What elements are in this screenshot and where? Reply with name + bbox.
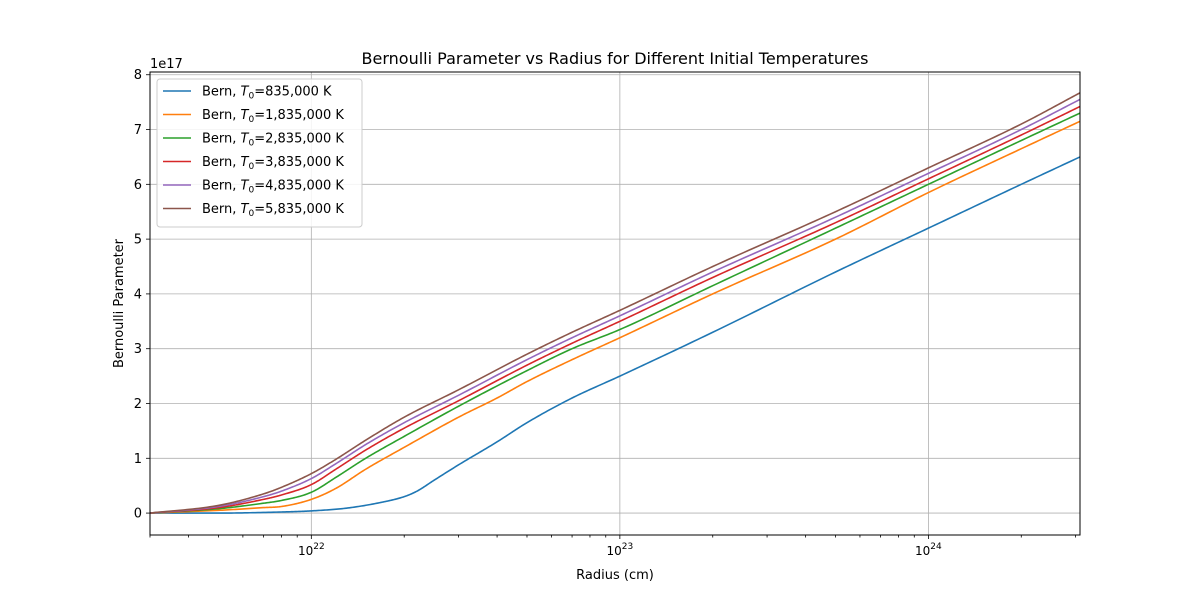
- x-tick-exponent: 24: [930, 542, 942, 552]
- legend-prefix: Bern,: [202, 85, 241, 100]
- x-axis-label: Radius (cm): [576, 568, 654, 583]
- legend-subscript: 0: [249, 139, 255, 149]
- x-tick-exponent: 23: [622, 542, 633, 552]
- series-line-5: [150, 98, 1080, 514]
- series-line-2: [150, 120, 1080, 514]
- y-tick-label: 4: [134, 287, 142, 302]
- legend-subscript: 0: [249, 92, 255, 102]
- y-tick-label: 8: [134, 68, 142, 83]
- legend-variable: T: [241, 155, 250, 170]
- legend-variable: T: [241, 108, 250, 123]
- legend-variable: T: [241, 202, 250, 217]
- y-tick-label: 2: [134, 397, 142, 412]
- legend-suffix: =4,835,000 K: [254, 179, 344, 194]
- legend-label-6: Bern, T0=5,835,000 K: [202, 202, 344, 219]
- legend-suffix: =5,835,000 K: [254, 202, 344, 217]
- chart-title: Bernoulli Parameter vs Radius for Differ…: [362, 49, 869, 68]
- y-axis-label: Bernoulli Parameter: [112, 238, 127, 368]
- legend-prefix: Bern,: [202, 202, 241, 217]
- legend-subscript: 0: [249, 162, 255, 172]
- legend-subscript: 0: [249, 209, 255, 219]
- y-tick-label: 0: [134, 507, 142, 522]
- legend-subscript: 0: [249, 115, 255, 125]
- series-line-4: [150, 105, 1080, 514]
- series-layer: [150, 92, 1080, 514]
- legend-prefix: Bern,: [202, 132, 241, 147]
- legend-label-1: Bern, T0=835,000 K: [202, 85, 332, 102]
- x-tick-exponent: 22: [313, 542, 324, 552]
- y-tick-label: 6: [134, 178, 142, 193]
- legend-label-2: Bern, T0=1,835,000 K: [202, 108, 344, 125]
- legend-prefix: Bern,: [202, 179, 241, 194]
- legend-suffix: =3,835,000 K: [254, 155, 344, 170]
- legend-variable: T: [241, 85, 250, 100]
- legend-label-3: Bern, T0=2,835,000 K: [202, 132, 344, 149]
- legend-prefix: Bern,: [202, 108, 241, 123]
- legend-suffix: =2,835,000 K: [254, 132, 344, 147]
- legend-variable: T: [241, 132, 250, 147]
- legend-suffix: =1,835,000 K: [254, 108, 344, 123]
- series-line-6: [150, 92, 1080, 514]
- y-tick-label: 3: [134, 342, 142, 357]
- plot-frame: [149, 71, 1081, 536]
- y-tick-label: 7: [134, 123, 142, 138]
- legend-label-4: Bern, T0=3,835,000 K: [202, 155, 344, 172]
- legend-label-5: Bern, T0=4,835,000 K: [202, 179, 344, 196]
- legend-box: [156, 78, 363, 228]
- y-tick-label: 1: [134, 452, 142, 467]
- legend-prefix: Bern,: [202, 155, 241, 170]
- legend-variable: T: [241, 179, 250, 194]
- y-axis-multiplier: 1e17: [150, 57, 183, 72]
- series-line-3: [150, 112, 1080, 514]
- series-line-1: [150, 156, 1080, 514]
- legend-suffix: =835,000 K: [254, 85, 332, 100]
- y-tick-label: 5: [134, 233, 142, 248]
- legend-subscript: 0: [249, 186, 255, 196]
- grid-layer: [150, 72, 1080, 535]
